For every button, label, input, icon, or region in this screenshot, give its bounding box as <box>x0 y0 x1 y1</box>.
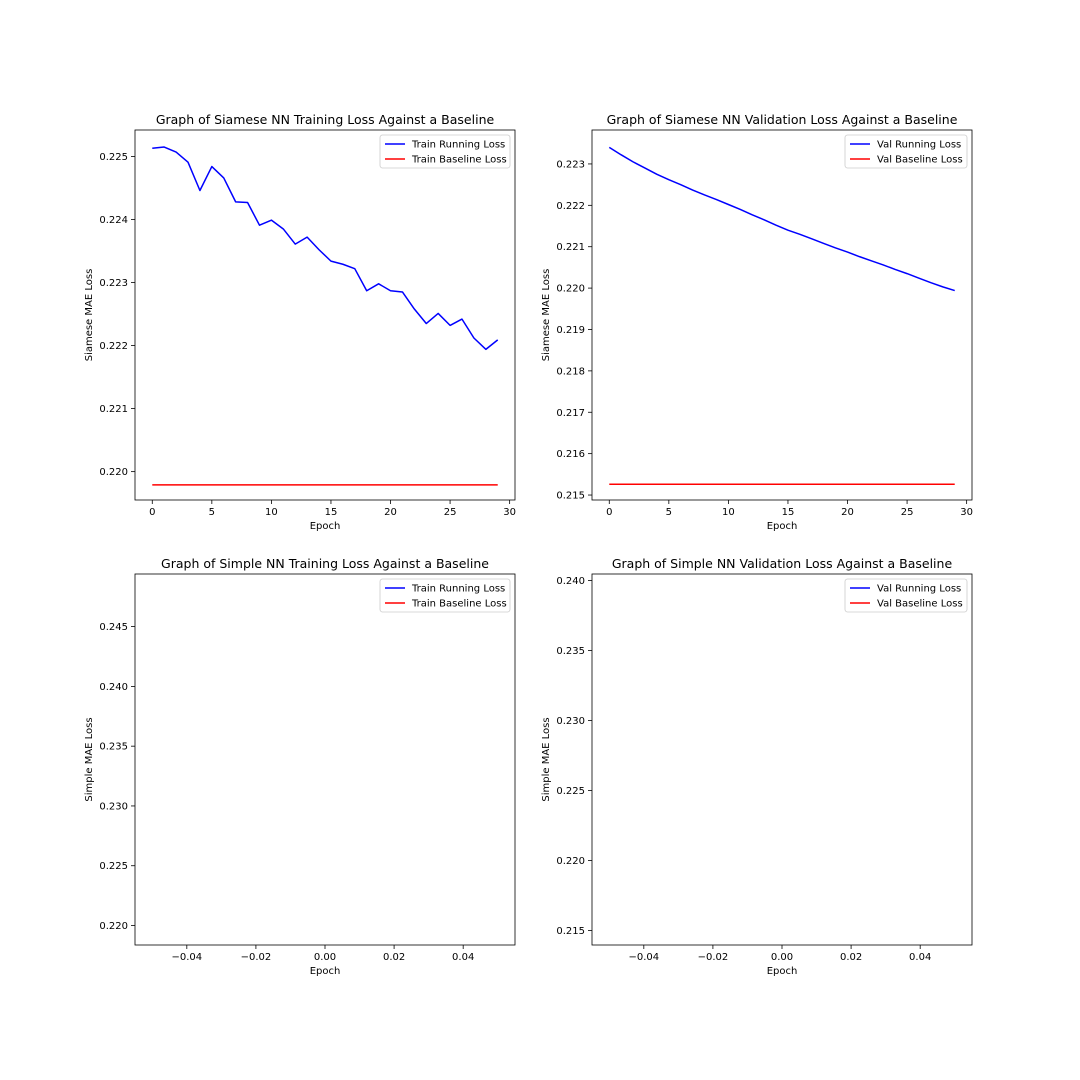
axes-frame <box>134 573 516 946</box>
chart-title: Graph of Siamese NN Training Loss Agains… <box>156 112 495 127</box>
y-tick-label: 0.230 <box>556 716 585 727</box>
y-tick-label: 0.240 <box>99 682 128 693</box>
y-axis-label: Simple MAE Loss <box>541 717 552 801</box>
subplot-4: −0.04 −0.02 0.00 0.02 0.04 0.215 0.220 0.225 0.2… <box>541 556 973 977</box>
legend-box <box>844 578 968 613</box>
chart-title: Graph of Simple NN Training Loss Against… <box>161 556 489 571</box>
y-tick-label: 0.224 <box>99 215 128 226</box>
x-tick-label: 15 <box>325 507 338 518</box>
legend-entry: Val Baseline Loss <box>877 155 963 166</box>
x-tick-label: 15 <box>782 507 795 518</box>
y-tick-label: 0.221 <box>99 404 128 415</box>
y-tick-label: 0.222 <box>99 341 128 352</box>
x-tick-label: 0.00 <box>771 952 793 963</box>
chart-title: Graph of Siamese NN Validation Loss Agai… <box>607 112 958 127</box>
y-tick-label: 0.235 <box>99 742 128 753</box>
y-tick-label: 0.218 <box>556 366 585 377</box>
x-tick-label: 10 <box>722 507 735 518</box>
x-tick-label: 25 <box>901 507 914 518</box>
x-tick-label: 5 <box>209 507 215 518</box>
y-tick-label: 0.215 <box>556 491 585 502</box>
y-axis-label: Siamese MAE Loss <box>541 269 552 362</box>
x-axis-label: Epoch <box>767 966 798 977</box>
x-tick-label: 10 <box>265 507 278 518</box>
legend-box <box>379 578 511 613</box>
y-tick-label: 0.216 <box>556 449 585 460</box>
subplot-1: 0 5 10 15 20 25 30 0.220 0.221 0.222 0.223 0.224 0.2… <box>84 112 516 532</box>
y-tick-label: 0.221 <box>556 242 585 253</box>
legend-entry: Train Running Loss <box>411 140 505 151</box>
legend: Train Running Loss Train Baseline Loss <box>379 134 511 169</box>
x-tick-label: 0 <box>149 507 155 518</box>
legend-entry: Train Running Loss <box>411 584 505 595</box>
y-tick-label: 0.223 <box>99 278 128 289</box>
x-axis-label: Epoch <box>310 521 341 532</box>
axes-frame <box>591 573 973 946</box>
x-tick-label: 5 <box>666 507 672 518</box>
x-tick-label: 20 <box>384 507 397 518</box>
y-tick-label: 0.219 <box>556 325 585 336</box>
x-tick-label: 0.02 <box>383 952 405 963</box>
x-tick-label: −0.04 <box>171 952 202 963</box>
x-tick-label: −0.02 <box>698 952 729 963</box>
legend-box <box>379 134 511 169</box>
legend-box <box>844 134 968 169</box>
y-tick-label: 0.225 <box>556 786 585 797</box>
x-tick-label: 0.00 <box>314 952 336 963</box>
y-tick-label: 0.225 <box>99 861 128 872</box>
legend-entry: Val Running Loss <box>877 140 961 151</box>
x-tick-label: −0.02 <box>241 952 272 963</box>
subplot-3: −0.04 −0.02 0.00 0.02 0.04 0.220 0.225 0.230 0.2… <box>84 556 516 977</box>
x-tick-label: 30 <box>503 507 516 518</box>
y-axis-label: Siamese MAE Loss <box>84 269 95 362</box>
subplot-2: 0 5 10 15 20 25 30 0.215 0.216 0.217 0.218 0.219 0.2… <box>541 112 973 532</box>
y-tick-label: 0.235 <box>556 646 585 657</box>
x-tick-label: 25 <box>444 507 457 518</box>
y-tick-label: 0.220 <box>556 856 585 867</box>
axes-frame <box>591 129 973 501</box>
legend-entry: Train Baseline Loss <box>411 155 507 166</box>
x-axis-label: Epoch <box>310 966 341 977</box>
y-tick-label: 0.240 <box>556 576 585 587</box>
x-tick-label: 30 <box>960 507 973 518</box>
y-tick-label: 0.225 <box>99 152 128 163</box>
x-tick-label: 0.04 <box>452 952 474 963</box>
legend: Val Running Loss Val Baseline Loss <box>844 134 968 169</box>
x-tick-label: 20 <box>841 507 854 518</box>
x-axis-label: Epoch <box>767 521 798 532</box>
y-tick-label: 0.222 <box>556 201 585 212</box>
legend-entry: Val Running Loss <box>877 584 961 595</box>
x-tick-label: 0 <box>606 507 612 518</box>
y-tick-label: 0.230 <box>99 801 128 812</box>
x-tick-label: 0.02 <box>840 952 862 963</box>
x-tick-label: 0.04 <box>909 952 931 963</box>
legend-entry: Train Baseline Loss <box>411 599 507 610</box>
y-tick-label: 0.245 <box>99 622 128 633</box>
series-line-running <box>608 146 955 292</box>
y-axis-label: Simple MAE Loss <box>84 717 95 801</box>
y-tick-label: 0.217 <box>556 408 585 419</box>
y-tick-label: 0.220 <box>99 921 128 932</box>
y-tick-label: 0.220 <box>99 467 128 478</box>
legend: Train Running Loss Train Baseline Loss <box>379 578 511 613</box>
legend: Val Running Loss Val Baseline Loss <box>844 578 968 613</box>
legend-entry: Val Baseline Loss <box>877 599 963 610</box>
y-tick-label: 0.223 <box>556 159 585 170</box>
axes-frame <box>134 129 516 501</box>
x-tick-label: −0.04 <box>628 952 659 963</box>
series-line-running <box>152 146 499 351</box>
chart-title: Graph of Simple NN Validation Loss Again… <box>612 556 953 571</box>
y-tick-label: 0.220 <box>556 284 585 295</box>
y-tick-label: 0.215 <box>556 926 585 937</box>
